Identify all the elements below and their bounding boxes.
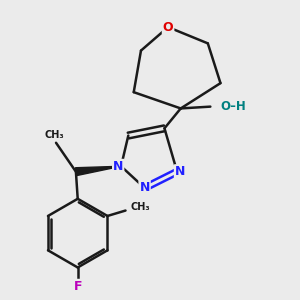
Text: O: O	[163, 21, 173, 34]
Text: CH₃: CH₃	[131, 202, 151, 212]
Polygon shape	[75, 166, 121, 176]
Text: CH₃: CH₃	[44, 130, 64, 140]
Text: N: N	[175, 165, 185, 178]
Text: O–H: O–H	[220, 100, 246, 113]
Text: N: N	[140, 181, 150, 194]
Text: N: N	[113, 160, 123, 173]
Text: F: F	[74, 280, 82, 293]
